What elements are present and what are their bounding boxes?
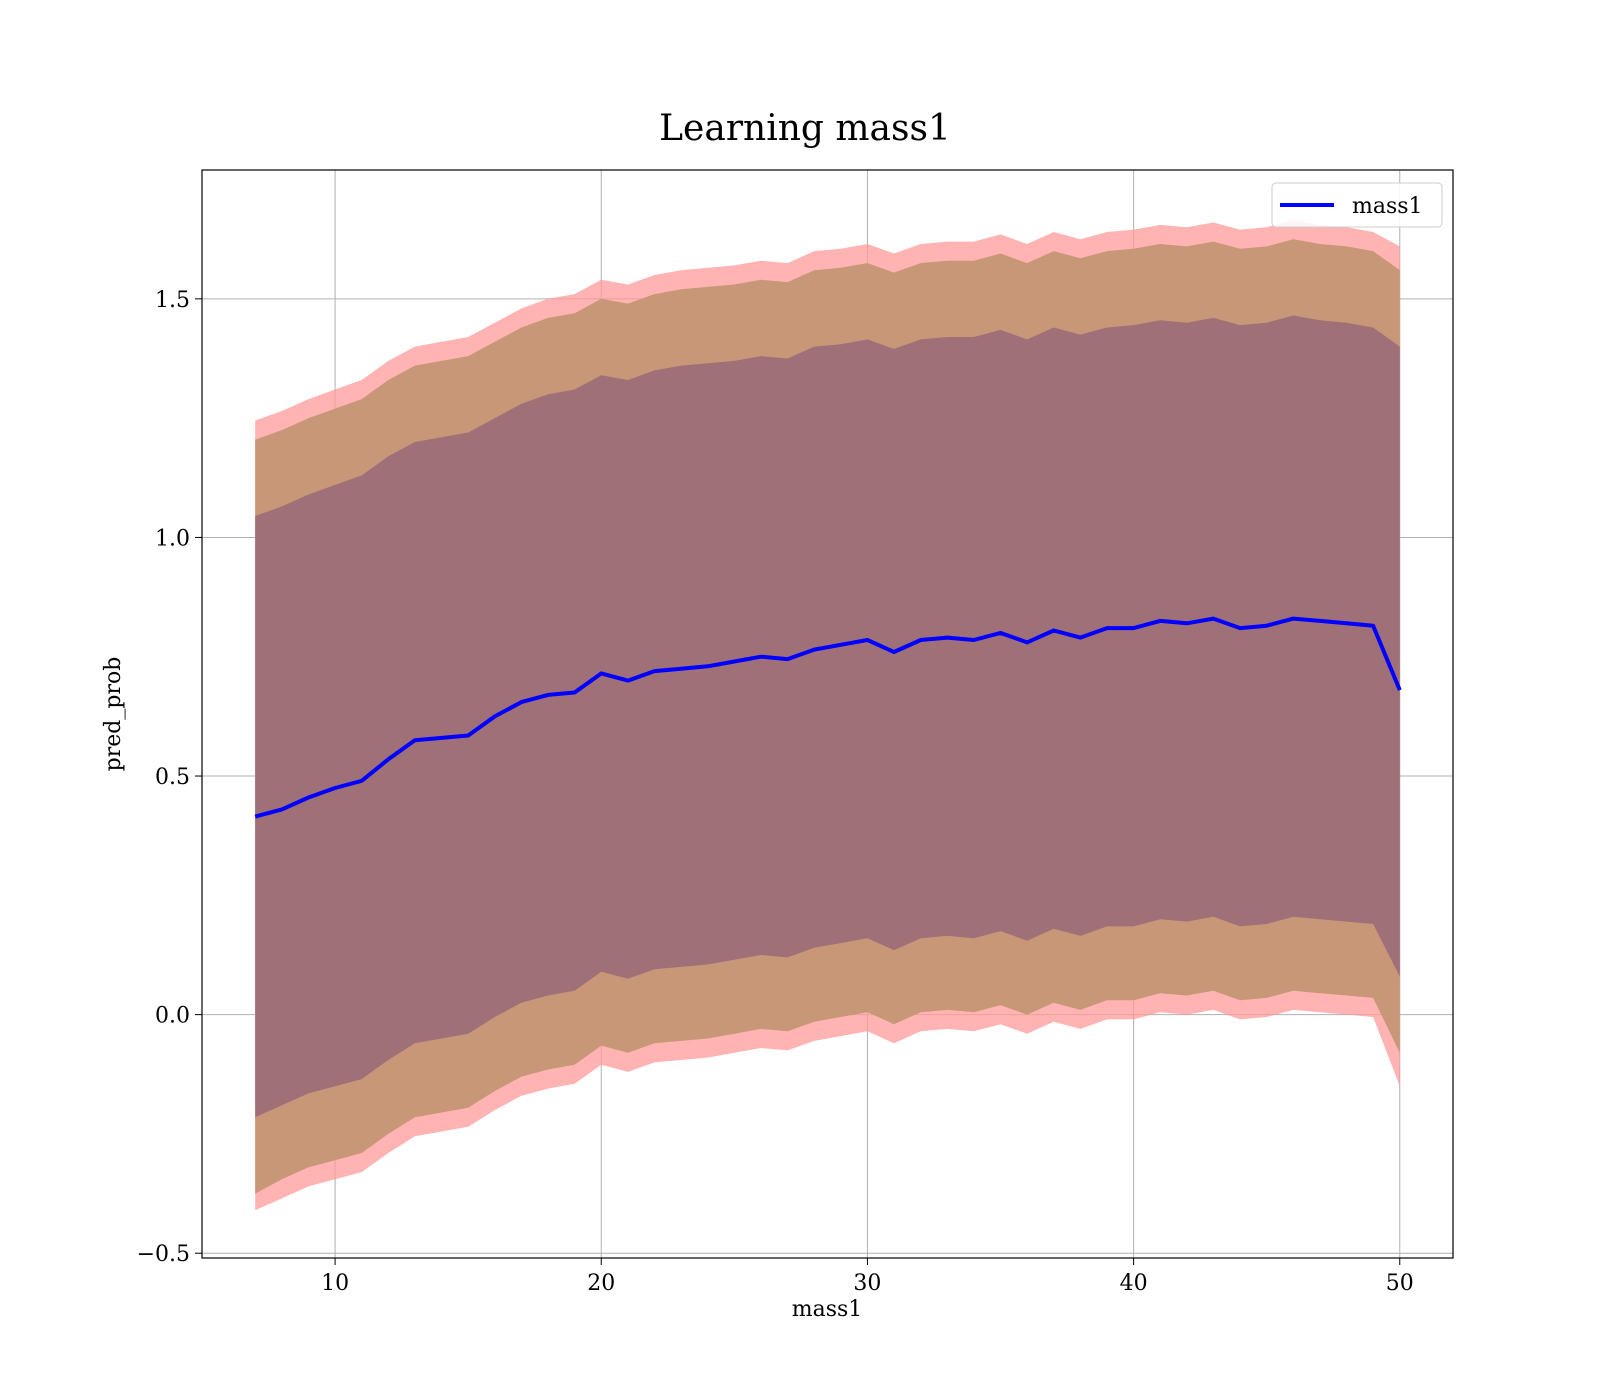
x-axis-ticks: 10 20 30 40 50 <box>321 1258 1414 1296</box>
x-tick-label-2: 30 <box>853 1271 881 1296</box>
chart-title: Learning mass1 <box>659 108 951 149</box>
x-tick-label-3: 40 <box>1120 1271 1148 1296</box>
y-axis-label: pred_prob <box>101 657 126 772</box>
y-axis-ticks: −0.5 0.0 0.5 1.0 1.5 <box>137 288 202 1267</box>
x-tick-label-0: 10 <box>321 1271 349 1296</box>
legend-entry-mass1: mass1 <box>1352 194 1423 219</box>
legend: mass1 <box>1271 182 1443 228</box>
x-tick-label-4: 50 <box>1386 1271 1414 1296</box>
y-tick-label-4: 1.5 <box>155 288 190 313</box>
y-tick-label-3: 1.0 <box>155 526 190 551</box>
series-line-mass1 <box>254 616 1402 819</box>
plot-area-frame <box>201 169 1454 1259</box>
y-tick-label-1: 0.0 <box>155 1004 190 1029</box>
y-tick-label-2: 0.5 <box>155 765 190 790</box>
y-tick-label-0: −0.5 <box>137 1242 190 1267</box>
x-axis-label: mass1 <box>792 1297 863 1322</box>
series-lines <box>254 616 1402 819</box>
x-tick-label-1: 20 <box>587 1271 615 1296</box>
confidence-bands <box>255 220 1400 1211</box>
band-inner <box>255 315 1400 1118</box>
legend-box <box>1271 182 1443 228</box>
